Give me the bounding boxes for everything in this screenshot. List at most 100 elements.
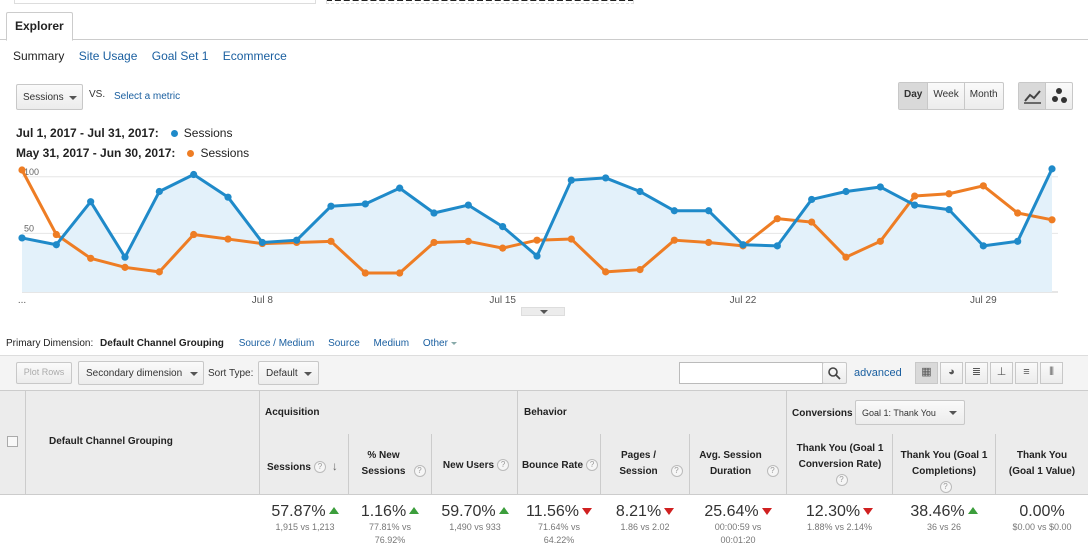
previous-series-point <box>464 237 472 245</box>
dimension-medium[interactable]: Medium <box>373 338 410 349</box>
previous-series-point <box>533 236 541 244</box>
previous-series-point <box>911 192 919 200</box>
tab-explorer[interactable]: Explorer <box>6 12 73 41</box>
previous-series-dot-icon <box>187 150 195 158</box>
col-goal-conversion-rate-header[interactable]: Thank You (Goal 1 Conversion Rate)? <box>796 443 884 487</box>
table-search-input[interactable] <box>679 362 823 384</box>
y-tick-label: 100 <box>24 167 39 177</box>
subnav-site-usage[interactable]: Site Usage <box>78 49 138 63</box>
week-button[interactable]: Week <box>928 83 965 109</box>
current-series-point <box>293 236 301 244</box>
subnav-ecommerce[interactable]: Ecommerce <box>222 49 287 63</box>
chevron-down-icon <box>540 310 548 314</box>
x-tick-label: Jul 29 <box>970 295 997 306</box>
table-view-icon[interactable]: ▦ <box>915 362 938 384</box>
previous-series-point <box>1014 209 1022 217</box>
previous-series-point <box>396 269 404 277</box>
total-cell: 12.30% 1.88% vs 2.14% <box>787 503 892 534</box>
pie-view-icon[interactable]: ◕ <box>940 362 963 384</box>
previous-series-point <box>190 230 198 239</box>
current-series-point <box>464 201 472 209</box>
total-value: 57.87% <box>271 503 326 520</box>
col-avg-session-duration-header[interactable]: Avg. Session Duration? <box>692 448 784 480</box>
subnav-goal-set-1[interactable]: Goal Set 1 <box>151 49 209 63</box>
advanced-filter-link[interactable]: advanced <box>854 367 902 379</box>
metric-select[interactable]: Sessions <box>16 84 83 110</box>
previous-date-range: May 31, 2017 - Jun 30, 2017: <box>16 146 176 160</box>
current-series-point <box>1048 165 1056 173</box>
dimension-default-channel-grouping[interactable]: Default Channel Grouping <box>100 338 224 349</box>
total-comparison: 1,490 vs 933 <box>449 522 501 532</box>
help-icon[interactable]: ? <box>586 459 599 472</box>
current-series-point <box>533 252 541 260</box>
help-icon[interactable]: ? <box>670 465 683 478</box>
legend-previous: May 31, 2017 - Jun 30, 2017: Sessions <box>16 146 249 160</box>
arrow-down-icon <box>664 508 675 515</box>
x-tick-label: ... <box>18 295 26 306</box>
motion-chart-icon[interactable] <box>1046 83 1073 109</box>
subnav-summary[interactable]: Summary <box>13 49 65 63</box>
top-search-box-edge <box>14 0 316 4</box>
dimension-column-header[interactable]: Default Channel Grouping <box>49 436 173 447</box>
help-icon[interactable]: ? <box>835 474 848 487</box>
month-button[interactable]: Month <box>969 89 998 100</box>
pivot-view-icon[interactable]: ⦀ <box>1040 362 1063 384</box>
goal-select[interactable]: Goal 1: Thank You <box>855 400 965 425</box>
total-cell: 59.70% 1,490 vs 933 <box>432 503 518 534</box>
chart-resize-handle[interactable] <box>521 307 565 316</box>
col-new-sessions-header[interactable]: % New Sessions? <box>352 448 430 480</box>
search-button[interactable] <box>822 362 847 384</box>
dimension-source[interactable]: Source <box>328 338 360 349</box>
arrow-up-icon <box>967 507 978 514</box>
select-metric-link[interactable]: Select a metric <box>114 91 181 102</box>
current-series-point <box>224 193 232 201</box>
secondary-dimension-select[interactable]: Secondary dimension <box>78 361 204 385</box>
performance-view-icon[interactable]: ≣ <box>965 362 988 384</box>
current-series-point <box>499 223 507 231</box>
total-value: 12.30% <box>805 503 861 520</box>
primary-dimension-bar: Primary Dimension: Default Channel Group… <box>6 338 457 349</box>
total-comparison: 71.64% vs 64.22% <box>537 522 581 543</box>
line-chart-icon[interactable] <box>1019 83 1046 109</box>
previous-series-point <box>52 230 60 239</box>
col-bounce-rate-header[interactable]: Bounce Rate? <box>520 458 600 474</box>
term-cloud-view-icon[interactable]: ≡ <box>1015 362 1038 384</box>
chevron-down-icon <box>450 341 457 345</box>
total-value: 25.64% <box>704 503 759 520</box>
dimension-source-medium[interactable]: Source / Medium <box>238 338 315 349</box>
total-cell: 57.87% 1,915 vs 1,213 <box>262 503 348 534</box>
current-series-point <box>739 241 747 249</box>
sort-type-select[interactable]: Default <box>258 361 319 385</box>
dimension-other[interactable]: Other <box>422 338 448 349</box>
total-cell: 38.46% 36 vs 26 <box>893 503 995 534</box>
col-goal-value-header[interactable]: Thank You (Goal 1 Value) <box>1008 450 1076 477</box>
col-sessions-header[interactable]: Sessions? ↓ <box>267 459 338 474</box>
help-icon[interactable]: ? <box>313 461 326 474</box>
col-goal-completions-header[interactable]: Thank You (Goal 1 Completions)? <box>900 450 988 494</box>
previous-series-point <box>155 268 163 276</box>
day-button[interactable]: Day <box>899 83 929 109</box>
help-icon[interactable]: ? <box>766 465 779 478</box>
help-icon[interactable]: ? <box>939 481 952 494</box>
behavior-group-header: Behavior <box>524 407 567 418</box>
arrow-up-icon <box>328 507 339 514</box>
select-all-checkbox[interactable] <box>7 436 18 447</box>
sort-type-label: Sort Type: <box>208 368 254 379</box>
help-icon[interactable]: ? <box>413 465 426 478</box>
current-series-point <box>396 184 404 192</box>
arrow-down-icon <box>582 508 593 515</box>
total-cell: 8.21% 1.86 vs 2.02 <box>601 503 689 534</box>
conversions-group-header: Conversions <box>792 408 853 419</box>
total-value: 0.00% <box>1019 503 1065 520</box>
sort-desc-icon[interactable]: ↓ <box>331 459 338 473</box>
current-series-dot-icon <box>170 130 178 138</box>
totals-row <box>0 494 1088 543</box>
total-value: 38.46% <box>910 503 965 520</box>
comparison-view-icon[interactable]: ⊥ <box>990 362 1013 384</box>
current-series-point <box>1014 237 1022 245</box>
plot-rows-button[interactable]: Plot Rows <box>16 362 72 384</box>
col-pages-session-header[interactable]: Pages / Session? <box>604 448 688 480</box>
chart-type-group <box>1018 82 1073 110</box>
help-icon[interactable]: ? <box>497 459 510 472</box>
col-new-users-header[interactable]: New Users? <box>434 458 518 474</box>
